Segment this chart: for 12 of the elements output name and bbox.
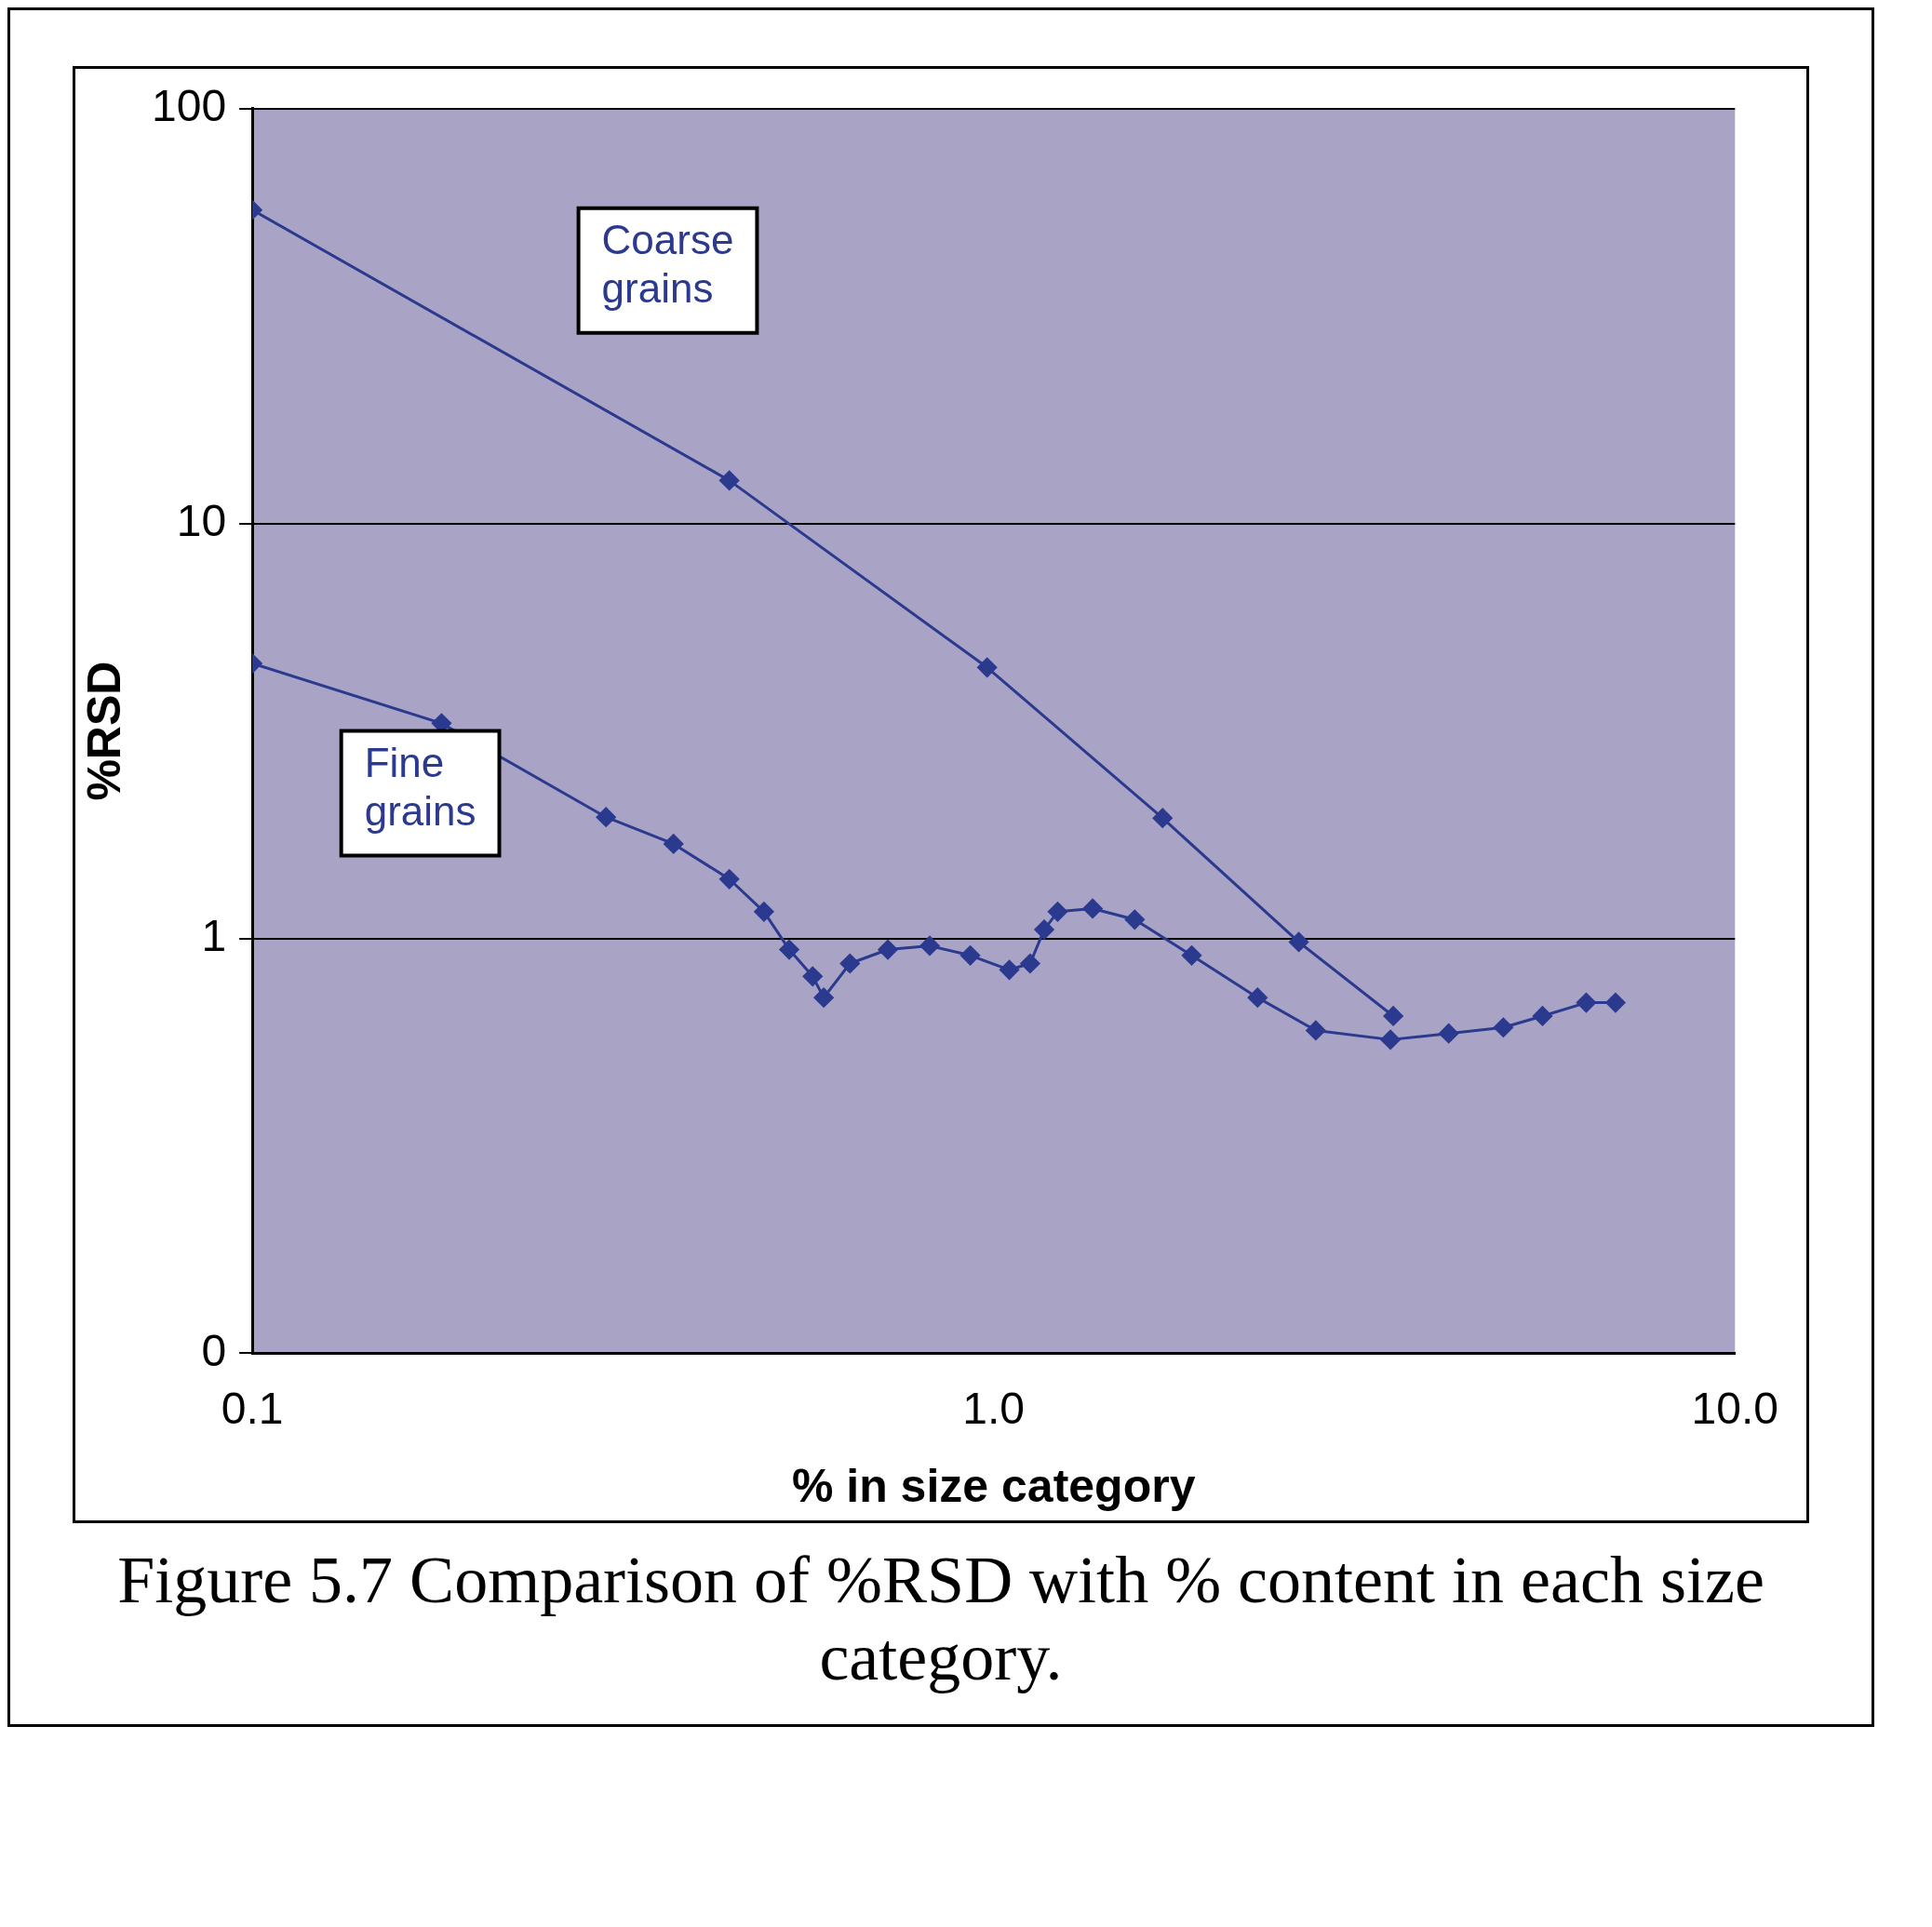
x-tick-label: 0.1 bbox=[221, 1384, 284, 1434]
y-tick-label: 10 bbox=[176, 495, 227, 545]
y-tick-label: 0 bbox=[201, 1325, 227, 1375]
text: Coarse grains bbox=[601, 216, 734, 311]
caption: Figure 5.7 Comparison of %RSD with % content in each size category. bbox=[116, 1542, 1765, 1696]
y-axis-title: %RSD bbox=[77, 661, 130, 801]
y-tick-label: 100 bbox=[151, 81, 227, 131]
y-tick-label: 1 bbox=[201, 910, 227, 960]
x-axis-title: % in size category bbox=[791, 1459, 1196, 1512]
series-label: Fine grains bbox=[364, 739, 476, 834]
x-tick-label: 1.0 bbox=[962, 1384, 1026, 1434]
x-tick-label: 10.0 bbox=[1691, 1384, 1778, 1434]
